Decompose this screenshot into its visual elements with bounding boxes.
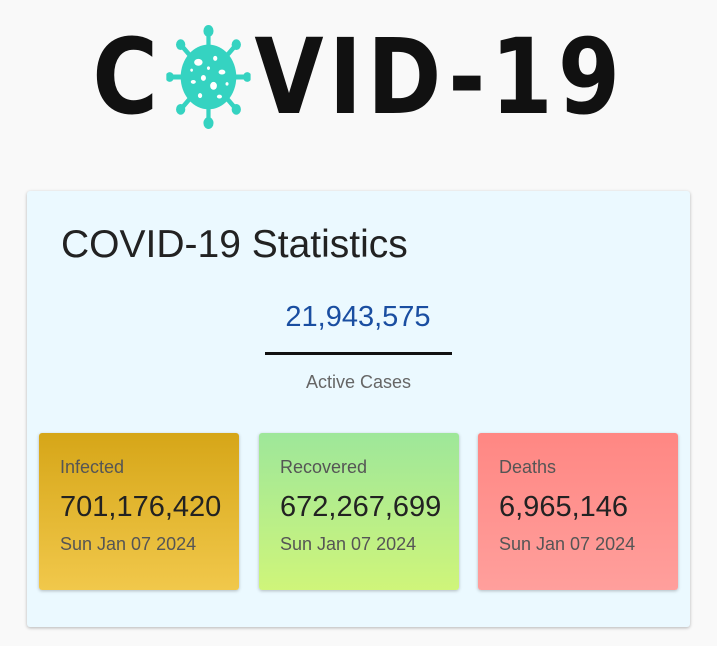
- logo-wordmark: C: [92, 25, 625, 129]
- infected-value: 701,176,420: [60, 491, 222, 523]
- deaths-date: Sun Jan 07 2024: [499, 534, 636, 554]
- statistics-card: COVID-19 Statistics 21,943,575 Active Ca…: [27, 191, 690, 627]
- recovered-stat-card: Recovered 672,267,699 Sun Jan 07 2024: [259, 433, 459, 590]
- card-title: COVID-19 Statistics: [61, 223, 408, 266]
- active-cases-label: Active Cases: [305, 372, 412, 392]
- deaths-label: Deaths: [499, 457, 557, 477]
- logo-letters-vid-19: VID-19: [253, 16, 625, 138]
- coronavirus-icon: [166, 25, 251, 129]
- logo-letter-c: C: [92, 16, 163, 138]
- infected-label: Infected: [60, 457, 125, 477]
- infected-date: Sun Jan 07 2024: [60, 534, 197, 554]
- deaths-stat-card: Deaths 6,965,146 Sun Jan 07 2024: [478, 433, 678, 590]
- recovered-label: Recovered: [280, 457, 368, 477]
- deaths-value: 6,965,146: [499, 491, 629, 523]
- covid-19-logo: C: [0, 22, 717, 132]
- recovered-date: Sun Jan 07 2024: [280, 534, 417, 554]
- active-cases-divider: [265, 352, 452, 355]
- recovered-value: 672,267,699: [280, 491, 442, 523]
- infected-stat-card: Infected 701,176,420 Sun Jan 07 2024: [39, 433, 239, 590]
- active-cases-value: 21,943,575: [285, 301, 431, 333]
